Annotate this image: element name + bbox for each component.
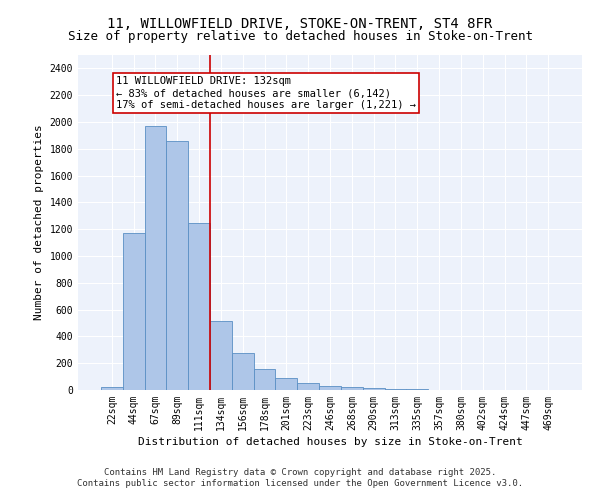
- Bar: [363, 388, 385, 390]
- Bar: [210, 321, 232, 390]
- Text: Size of property relative to detached houses in Stoke-on-Trent: Size of property relative to detached ho…: [67, 30, 533, 43]
- Bar: [319, 386, 341, 390]
- Bar: [254, 369, 275, 390]
- Bar: [166, 142, 188, 390]
- Bar: [101, 386, 123, 390]
- Bar: [145, 126, 166, 390]
- Bar: [232, 353, 254, 390]
- Bar: [275, 378, 297, 390]
- Y-axis label: Number of detached properties: Number of detached properties: [34, 124, 44, 320]
- Text: Contains HM Land Registry data © Crown copyright and database right 2025.
Contai: Contains HM Land Registry data © Crown c…: [77, 468, 523, 487]
- Text: 11, WILLOWFIELD DRIVE, STOKE-ON-TRENT, ST4 8FR: 11, WILLOWFIELD DRIVE, STOKE-ON-TRENT, S…: [107, 18, 493, 32]
- Bar: [297, 384, 319, 390]
- X-axis label: Distribution of detached houses by size in Stoke-on-Trent: Distribution of detached houses by size …: [137, 437, 523, 447]
- Bar: [188, 223, 210, 390]
- Text: 11 WILLOWFIELD DRIVE: 132sqm
← 83% of detached houses are smaller (6,142)
17% of: 11 WILLOWFIELD DRIVE: 132sqm ← 83% of de…: [116, 76, 416, 110]
- Bar: [341, 386, 363, 390]
- Bar: [123, 233, 145, 390]
- Bar: [385, 389, 406, 390]
